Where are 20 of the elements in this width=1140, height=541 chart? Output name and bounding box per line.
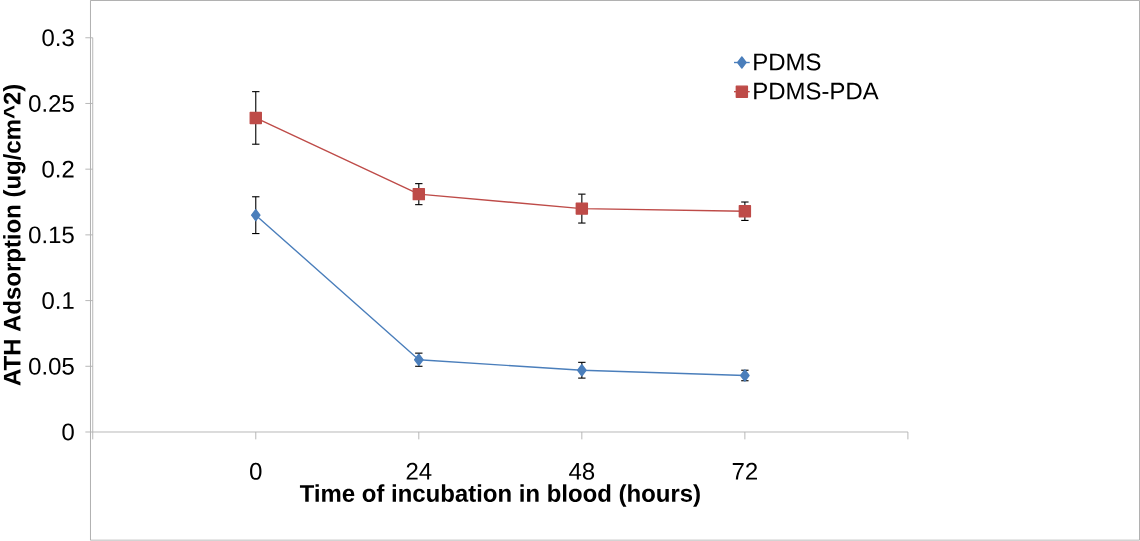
y-tick-label: 0.2: [42, 160, 74, 178]
x-axis-title: Time of incubation in blood (hours): [299, 484, 700, 507]
point: [575, 202, 589, 215]
y-tick-label: 0.3: [42, 29, 74, 47]
y-tick-label: 0.15: [29, 226, 74, 244]
x-tick-label: 48: [569, 463, 595, 480]
x-tick-label: 24: [406, 463, 432, 480]
y-tick-label: 0.25: [29, 95, 74, 113]
point: [249, 111, 262, 125]
legend-label: PDMS-PDA: [754, 82, 879, 100]
x-tick-label: 0: [250, 463, 262, 480]
y-tick-label: 0.05: [29, 357, 74, 375]
x-tick-label: 72: [732, 463, 757, 480]
y-axis-title: ATH Adsorption (ug/cm^2): [3, 85, 26, 386]
legend-label: PDMS: [754, 53, 821, 71]
point: [250, 209, 261, 222]
y-tick-label: 0.1: [42, 292, 74, 310]
point: [412, 188, 426, 201]
point: [738, 205, 752, 218]
y-tick-label: 0: [62, 423, 74, 441]
